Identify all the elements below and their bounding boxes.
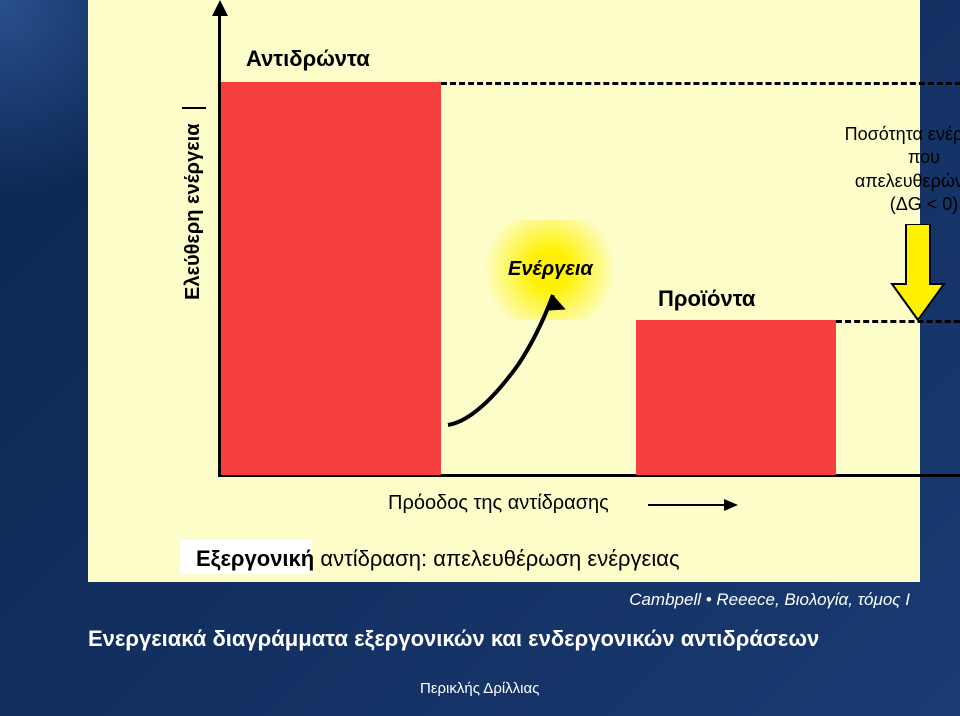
x-axis-label: Πρόοδος της αντίδρασης <box>388 492 609 515</box>
title-rest: αντίδραση: απελευθέρωση ενέργειας <box>320 546 679 571</box>
author: Περικλής Δρίλλιας <box>420 680 539 697</box>
title-bold: Εξεργονική <box>196 546 314 571</box>
diagram-title: Εξεργονική αντίδραση: απελευθέρωση ενέργ… <box>196 546 680 572</box>
y-axis-label: Ελεύθερη ενέργεια <box>182 123 205 300</box>
energy-diagram: Ελεύθερη ενέργεια Αντιδρώντα Προϊόντα Εν… <box>88 0 920 582</box>
y-axis-arrowhead <box>210 0 230 18</box>
caption: Ενεργειακά διαγράμματα εξεργονικών και ε… <box>88 626 819 652</box>
label-products: Προϊόντα <box>658 286 755 312</box>
reaction-arrow <box>438 255 638 435</box>
dashed-line-top <box>441 82 960 85</box>
citation: Cambpell • Reeece, Βιολογία, τόμος I <box>629 590 910 610</box>
label-reactants: Αντιδρώντα <box>246 46 370 72</box>
x-axis-arrow-icon <box>648 498 738 512</box>
label-released: Ποσότητα ενέργειας που απελευθερώνεται (… <box>844 123 960 217</box>
energy-arrow-icon <box>888 224 948 322</box>
slide: Ελεύθερη ενέργεια Αντιδρώντα Προϊόντα Εν… <box>0 0 960 716</box>
bar-reactants <box>221 82 441 475</box>
bar-products <box>636 320 836 475</box>
y-label-arrow <box>182 100 212 116</box>
